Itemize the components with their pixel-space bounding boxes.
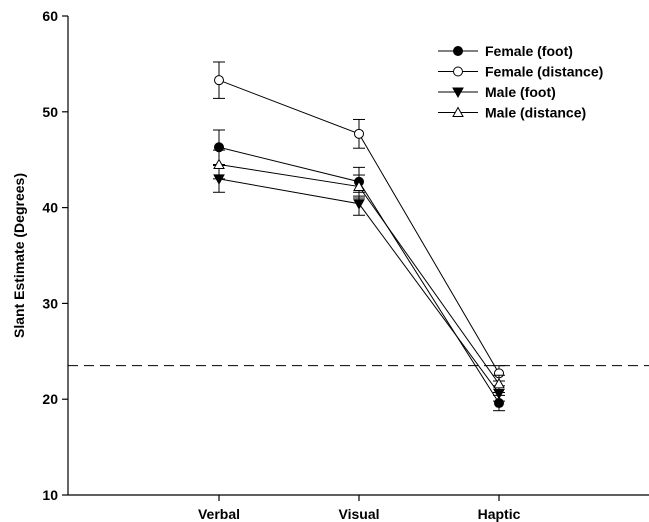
x-tick-label: Haptic [478, 506, 521, 522]
legend: Female (foot) Female (distance) Male (foot… [438, 43, 603, 121]
series-0 [213, 129, 505, 412]
legend-marker [453, 46, 463, 56]
y-tick-label: 60 [42, 8, 58, 24]
axes: 10 20 30 40 50 60 Verbal Visual Haptic [42, 8, 649, 522]
data-point [354, 128, 364, 139]
y-axis-title: Slant Estimate (Degrees) [11, 173, 27, 338]
y-tick-label: 10 [42, 487, 58, 503]
data-point [353, 180, 365, 192]
data-point [353, 199, 365, 210]
legend-marker [452, 106, 464, 117]
legend-label: Female (distance) [485, 64, 603, 80]
series-group [213, 61, 505, 412]
legend-label: Female (foot) [485, 43, 573, 59]
y-tick-label: 30 [42, 295, 58, 311]
legend-label: Male (distance) [485, 105, 586, 121]
legend-marker [452, 87, 464, 99]
data-point [214, 75, 224, 86]
legend-marker [453, 66, 463, 77]
x-tick-label: Visual [339, 506, 380, 522]
y-tick-label: 40 [42, 200, 58, 216]
legend-label: Male (foot) [485, 84, 556, 100]
y-tick-label: 50 [42, 104, 58, 120]
y-tick-label: 20 [42, 391, 58, 407]
series-3 [213, 149, 505, 393]
data-point [213, 158, 225, 169]
series-1 [213, 61, 505, 382]
x-tick-label: Verbal [198, 506, 240, 522]
data-point [493, 377, 505, 389]
